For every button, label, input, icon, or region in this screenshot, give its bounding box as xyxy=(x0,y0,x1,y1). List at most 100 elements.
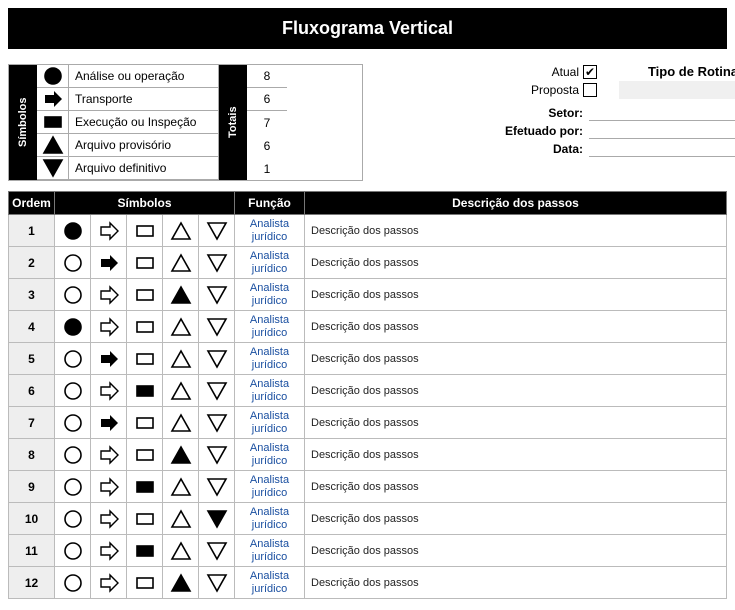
desc-cell[interactable]: Descrição dos passos xyxy=(305,567,727,599)
desc-cell[interactable]: Descrição dos passos xyxy=(305,407,727,439)
symbol-circle[interactable] xyxy=(55,247,91,279)
symbol-arrow[interactable] xyxy=(91,311,127,343)
symbol-arrow-active[interactable] xyxy=(91,407,127,439)
symbol-arrow[interactable] xyxy=(91,567,127,599)
symbol-square[interactable] xyxy=(127,567,163,599)
legend-totais-label: Totais xyxy=(219,65,247,180)
table-row: 7Analista jurídicoDescrição dos passos xyxy=(9,407,727,439)
table-row: 10Analista jurídicoDescrição dos passos xyxy=(9,503,727,535)
circle-filled xyxy=(37,65,69,88)
triangle-down-filled xyxy=(37,157,69,180)
symbol-circle[interactable] xyxy=(55,407,91,439)
symbol-triup[interactable] xyxy=(163,407,199,439)
symbol-arrow-active[interactable] xyxy=(91,343,127,375)
setor-field[interactable] xyxy=(589,105,735,121)
symbol-square[interactable] xyxy=(127,215,163,247)
symbol-triup-active[interactable] xyxy=(163,279,199,311)
symbol-arrow[interactable] xyxy=(91,215,127,247)
symbol-square[interactable] xyxy=(127,503,163,535)
symbol-circle-active[interactable] xyxy=(55,215,91,247)
steps-table: Ordem Símbolos Função Descrição dos pass… xyxy=(8,191,727,599)
symbol-tridown[interactable] xyxy=(199,215,235,247)
legend-item-label: Arquivo definitivo xyxy=(69,157,219,180)
symbol-circle[interactable] xyxy=(55,471,91,503)
symbol-arrow[interactable] xyxy=(91,375,127,407)
table-row: 3Analista jurídicoDescrição dos passos xyxy=(9,279,727,311)
symbol-arrow[interactable] xyxy=(91,279,127,311)
desc-cell[interactable]: Descrição dos passos xyxy=(305,343,727,375)
symbol-square-active[interactable] xyxy=(127,471,163,503)
efetuado-label: Efetuado por: xyxy=(383,124,583,138)
symbol-triup[interactable] xyxy=(163,471,199,503)
symbol-triup[interactable] xyxy=(163,247,199,279)
symbol-arrow[interactable] xyxy=(91,471,127,503)
symbol-tridown[interactable] xyxy=(199,279,235,311)
symbol-tridown[interactable] xyxy=(199,311,235,343)
symbol-square[interactable] xyxy=(127,343,163,375)
symbol-tridown[interactable] xyxy=(199,375,235,407)
symbol-triup[interactable] xyxy=(163,535,199,567)
desc-cell[interactable]: Descrição dos passos xyxy=(305,503,727,535)
ordem-cell: 9 xyxy=(9,471,55,503)
proposta-checkbox[interactable] xyxy=(583,83,597,97)
desc-cell[interactable]: Descrição dos passos xyxy=(305,215,727,247)
desc-cell[interactable]: Descrição dos passos xyxy=(305,311,727,343)
funcao-cell: Analista jurídico xyxy=(235,279,305,311)
legend-item-label: Arquivo provisório xyxy=(69,134,219,157)
symbol-triup[interactable] xyxy=(163,311,199,343)
symbol-circle[interactable] xyxy=(55,375,91,407)
data-field[interactable] xyxy=(589,141,735,157)
symbol-circle-active[interactable] xyxy=(55,311,91,343)
legend-item-label: Análise ou operação xyxy=(69,65,219,88)
efetuado-field[interactable] xyxy=(589,123,735,139)
symbol-circle[interactable] xyxy=(55,343,91,375)
symbol-circle[interactable] xyxy=(55,535,91,567)
symbol-circle[interactable] xyxy=(55,503,91,535)
funcao-cell: Analista jurídico xyxy=(235,503,305,535)
legend-item-count: 6 xyxy=(247,88,287,111)
desc-cell[interactable]: Descrição dos passos xyxy=(305,279,727,311)
symbol-tridown[interactable] xyxy=(199,471,235,503)
symbol-circle[interactable] xyxy=(55,567,91,599)
desc-cell[interactable]: Descrição dos passos xyxy=(305,439,727,471)
symbol-triup[interactable] xyxy=(163,375,199,407)
symbol-square-active[interactable] xyxy=(127,535,163,567)
tipo-rotina-value[interactable] xyxy=(619,81,735,99)
symbol-square[interactable] xyxy=(127,407,163,439)
symbol-arrow[interactable] xyxy=(91,503,127,535)
symbol-square[interactable] xyxy=(127,311,163,343)
symbol-triup[interactable] xyxy=(163,343,199,375)
symbol-tridown[interactable] xyxy=(199,247,235,279)
desc-cell[interactable]: Descrição dos passos xyxy=(305,247,727,279)
symbol-circle[interactable] xyxy=(55,279,91,311)
symbol-tridown[interactable] xyxy=(199,407,235,439)
symbol-square[interactable] xyxy=(127,279,163,311)
symbol-square-active[interactable] xyxy=(127,375,163,407)
symbol-triup-active[interactable] xyxy=(163,567,199,599)
symbol-tridown-active[interactable] xyxy=(199,503,235,535)
desc-cell[interactable]: Descrição dos passos xyxy=(305,471,727,503)
symbol-arrow-active[interactable] xyxy=(91,247,127,279)
symbol-triup-active[interactable] xyxy=(163,439,199,471)
funcao-cell: Analista jurídico xyxy=(235,567,305,599)
table-row: 8Analista jurídicoDescrição dos passos xyxy=(9,439,727,471)
symbol-arrow[interactable] xyxy=(91,535,127,567)
symbol-triup[interactable] xyxy=(163,215,199,247)
desc-cell[interactable]: Descrição dos passos xyxy=(305,535,727,567)
ordem-cell: 6 xyxy=(9,375,55,407)
arrow-right-filled xyxy=(37,88,69,111)
table-row: 4Analista jurídicoDescrição dos passos xyxy=(9,311,727,343)
ordem-cell: 8 xyxy=(9,439,55,471)
symbol-tridown[interactable] xyxy=(199,439,235,471)
atual-checkbox[interactable]: ✔ xyxy=(583,65,597,79)
symbol-triup[interactable] xyxy=(163,503,199,535)
desc-cell[interactable]: Descrição dos passos xyxy=(305,375,727,407)
symbol-tridown[interactable] xyxy=(199,535,235,567)
symbol-tridown[interactable] xyxy=(199,343,235,375)
symbol-arrow[interactable] xyxy=(91,439,127,471)
symbol-square[interactable] xyxy=(127,439,163,471)
symbol-square[interactable] xyxy=(127,247,163,279)
symbol-tridown[interactable] xyxy=(199,567,235,599)
symbol-circle[interactable] xyxy=(55,439,91,471)
th-simbolos: Símbolos xyxy=(55,192,235,215)
